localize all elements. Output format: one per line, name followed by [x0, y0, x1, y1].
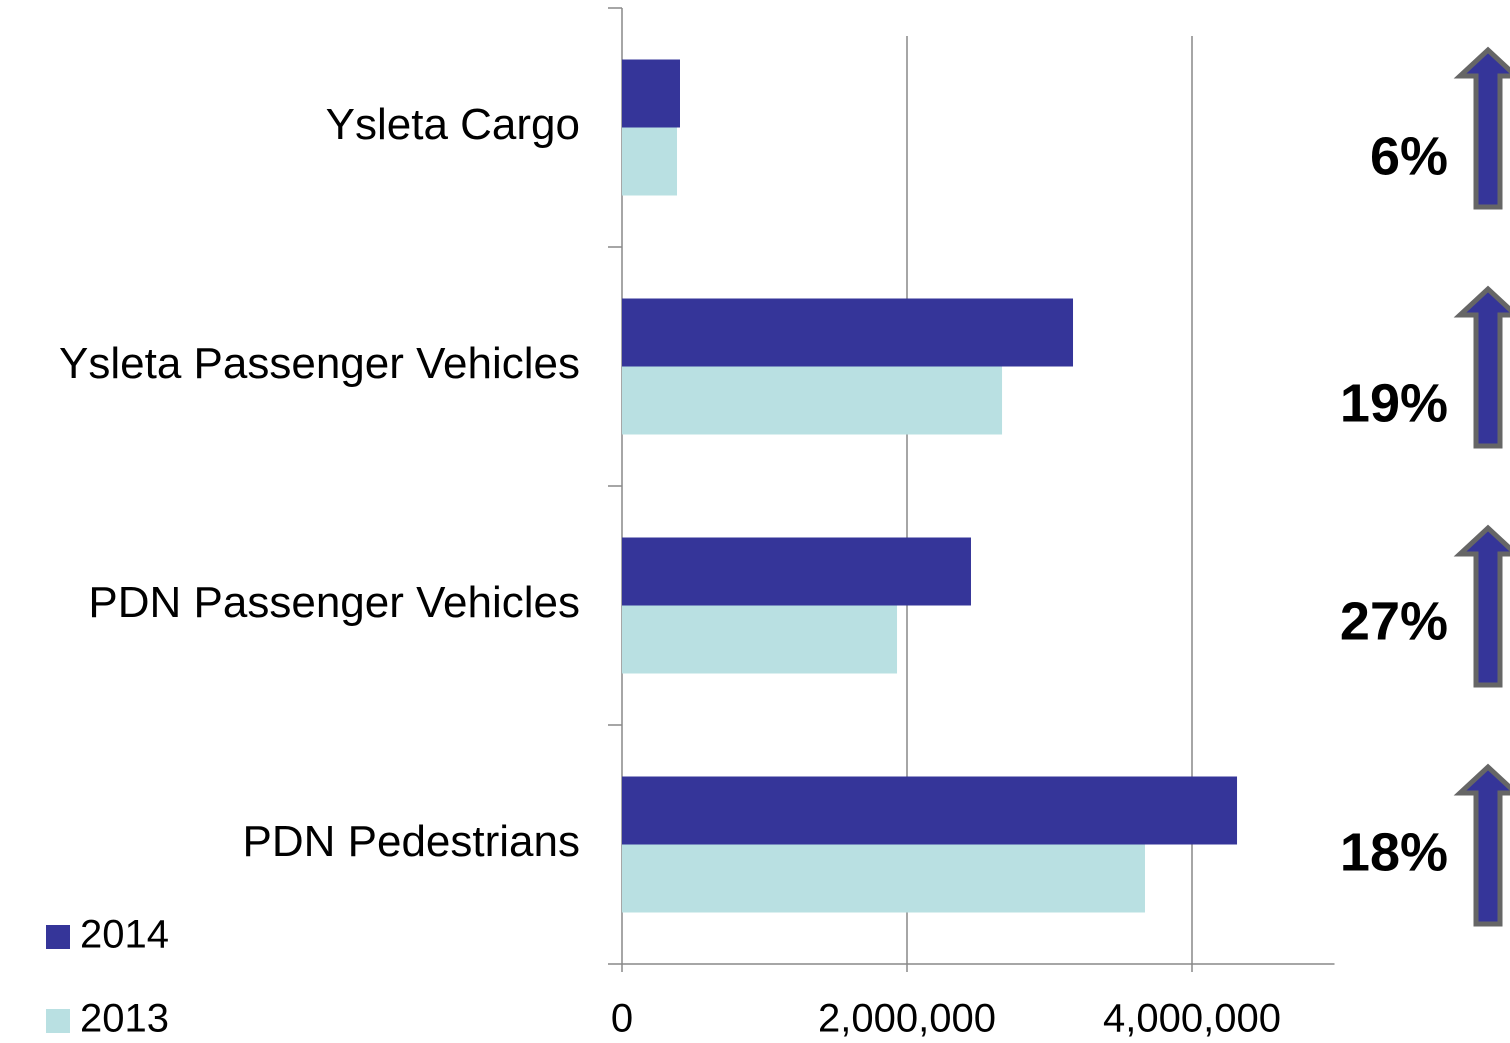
bar [622, 298, 1074, 367]
y-tick-label: Ysleta Cargo [326, 100, 580, 149]
bar [622, 59, 680, 128]
x-tick-label: 0 [611, 997, 633, 1041]
bar [622, 776, 1238, 845]
bar [622, 366, 1003, 435]
up-arrow [1453, 763, 1510, 927]
up-arrow [1453, 46, 1510, 210]
legend-swatch [46, 925, 70, 949]
x-tick-label: 4,000,000 [1103, 997, 1281, 1041]
bar [622, 127, 678, 196]
up-arrow [1453, 285, 1510, 449]
bar [622, 537, 971, 606]
bar [622, 844, 1145, 913]
legend-label: 2014 [80, 913, 169, 957]
annotation: 6% [1370, 126, 1448, 186]
legend-label: 2013 [80, 997, 169, 1041]
y-tick-label: Ysleta Passenger Vehicles [59, 339, 580, 388]
annotation: 18% [1340, 822, 1448, 882]
annotation: 27% [1340, 591, 1448, 651]
bar [622, 605, 898, 674]
legend-swatch [46, 1009, 70, 1033]
x-tick-label: 2,000,000 [818, 997, 996, 1041]
up-arrow [1453, 524, 1510, 688]
annotation: 19% [1340, 373, 1448, 433]
y-tick-label: PDN Pedestrians [243, 817, 580, 866]
y-tick-label: PDN Passenger Vehicles [88, 578, 580, 627]
